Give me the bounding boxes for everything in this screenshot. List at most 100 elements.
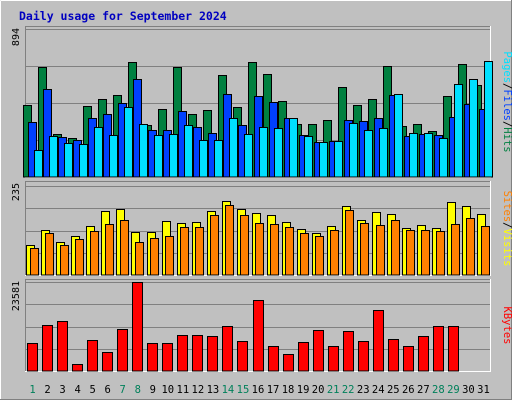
bar-pages-day-16 [259,127,268,178]
bar-sites-day-4 [75,239,84,276]
y-tick-label: 23581 [11,281,22,311]
x-tick-label: 26 [402,384,415,396]
bar-sites-day-16 [255,223,264,276]
x-tick-label: 9 [150,384,156,396]
bar-kbytes-day-24 [373,310,384,372]
x-tick-label: 25 [387,384,400,396]
y-series-label: Sites/Visits [501,191,512,267]
x-tick-label: 20 [312,384,325,396]
bar-pages-day-10 [169,134,178,178]
bar-pages-day-28 [439,138,448,178]
bar-sites-day-30 [466,218,475,276]
x-tick-label: 22 [342,384,355,396]
bar-pages-day-22 [349,123,358,178]
x-tick-label: 7 [120,384,126,396]
bar-pages-day-12 [199,140,208,178]
x-tick-label: 30 [462,384,475,396]
bar-kbytes-day-29 [448,326,459,372]
x-tick-label: 17 [267,384,280,396]
bar-kbytes-day-23 [358,341,369,372]
bar-files-day-2 [43,89,52,178]
bar-sites-day-26 [406,230,415,276]
bar-kbytes-day-9 [147,343,158,372]
bar-pages-day-19 [304,136,313,178]
bar-kbytes-day-11 [177,335,188,372]
bar-pages-day-31 [484,61,493,178]
bar-kbytes-day-3 [57,321,68,372]
bar-pages-day-18 [289,118,298,178]
y-series-label: Pages/Files/Hits [501,51,512,152]
bar-kbytes-day-28 [433,326,444,372]
x-tick-label: 4 [74,384,80,396]
bar-sites-day-17 [270,224,279,276]
bar-pages-day-6 [109,135,118,178]
bar-pages-day-5 [94,127,103,178]
x-tick-label: 29 [447,384,460,396]
bar-pages-day-27 [424,133,433,178]
series-label-files: Files [501,89,512,121]
bar-kbytes-day-10 [162,343,173,372]
x-tick-label: 3 [59,384,65,396]
y-tick-label: 235 [11,183,22,201]
bar-sites-day-25 [391,220,400,276]
bar-sites-day-29 [451,224,460,276]
x-tick-label: 13 [207,384,220,396]
x-tick-label: 24 [372,384,385,396]
panel-2: 23581 KBytes [11,279,512,372]
bar-sites-day-6 [105,224,114,276]
bar-sites-day-10 [165,236,174,276]
panel-1: 235 Sites/Visits [11,181,512,276]
bar-pages-day-14 [229,118,238,178]
panel-0: 894 Pages/Files/Hits [11,26,512,178]
bar-pages-day-17 [274,128,283,178]
bar-sites-day-9 [150,238,159,276]
bar-pages-day-7 [124,107,133,178]
bar-pages-day-23 [364,130,373,178]
x-tick-label: 2 [44,384,50,396]
bar-pages-day-20 [319,142,328,178]
bar-kbytes-day-6 [102,352,113,372]
bar-kbytes-day-22 [343,331,354,372]
bar-pages-day-30 [469,79,478,178]
bar-sites-day-1 [30,248,39,276]
bar-pages-day-4 [79,144,88,178]
bar-sites-day-23 [360,223,369,276]
bar-sites-day-31 [481,226,490,276]
bar-sites-day-14 [225,205,234,276]
bar-kbytes-day-15 [237,341,248,372]
bar-sites-day-15 [240,215,249,276]
bar-kbytes-day-2 [42,325,53,372]
chart-title: Daily usage for September 2024 [19,9,227,23]
bar-sites-day-22 [345,210,354,276]
x-tick-label: 15 [237,384,250,396]
bar-sites-day-19 [300,233,309,276]
x-tick-label: 10 [161,384,174,396]
x-tick-label: 27 [417,384,430,396]
bar-pages-day-13 [214,140,223,178]
x-tick-label: 19 [297,384,310,396]
bar-kbytes-day-18 [283,354,294,372]
bar-sites-day-3 [60,245,69,276]
series-label-pages: Pages [501,51,512,83]
bar-kbytes-day-14 [222,326,233,372]
x-tick-label: 23 [357,384,370,396]
bar-kbytes-day-20 [313,330,324,372]
bar-sites-day-21 [330,230,339,276]
series-label-visits: Visits [501,229,512,267]
bar-sites-day-11 [180,227,189,276]
x-tick-label: 21 [327,384,340,396]
x-tick-label: 14 [222,384,235,396]
bar-sites-day-8 [135,242,144,276]
bar-kbytes-day-27 [418,336,429,372]
bar-kbytes-day-1 [27,343,38,372]
bar-kbytes-day-5 [87,340,98,372]
x-tick-label: 28 [432,384,445,396]
x-tick-label: 16 [252,384,265,396]
x-tick-label: 12 [192,384,205,396]
bar-pages-day-9 [154,135,163,178]
bar-kbytes-day-25 [388,339,399,372]
bar-files-day-1 [28,122,37,178]
bar-kbytes-day-12 [192,335,203,372]
series-label-sites: Sites [501,191,512,223]
